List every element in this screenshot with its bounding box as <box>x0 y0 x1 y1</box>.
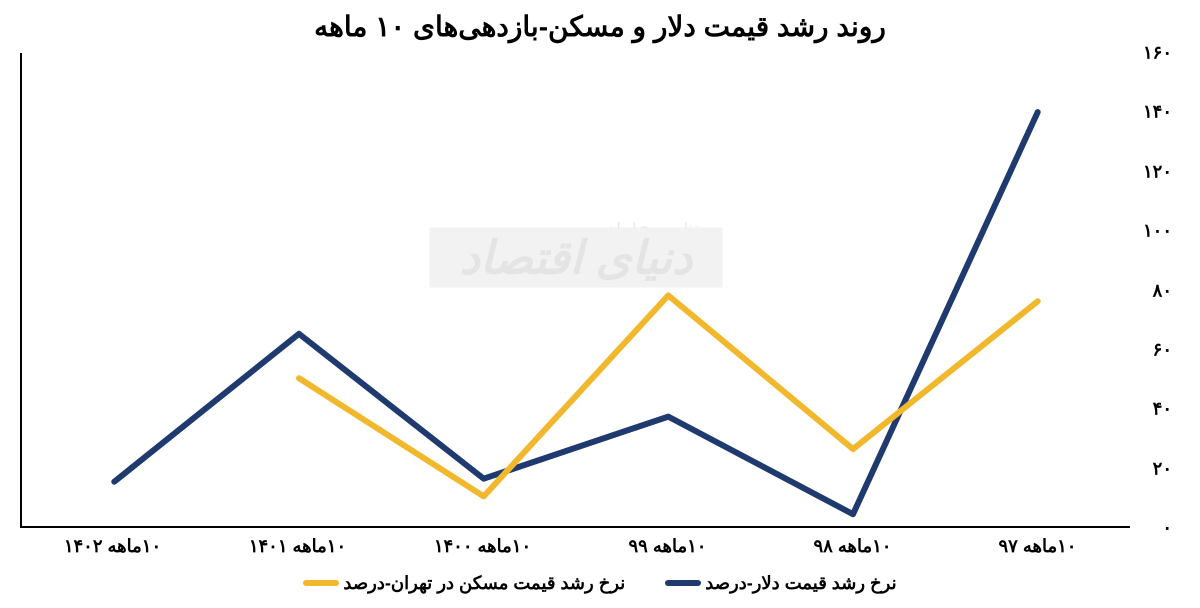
legend-label: نرخ رشد قیمت مسکن در تهران-درصد <box>343 573 625 594</box>
x-tick: ۱۰ماهه ۱۴۰۱ <box>205 528 390 568</box>
y-tick: ۱۰۰ <box>1143 221 1172 242</box>
x-tick: ۱۰ماهه ۹۹ <box>575 528 760 568</box>
x-tick: ۱۰ماهه ۱۴۰۲ <box>20 528 205 568</box>
y-tick: ۰ <box>1162 518 1172 539</box>
x-axis: ۱۰ماهه ۹۷۱۰ماهه ۹۸۱۰ماهه ۹۹۱۰ماهه ۱۴۰۰۱۰… <box>20 528 1130 568</box>
chart-title: روند رشد قیمت دلار و مسکن-بازدهی‌های ۱۰ … <box>20 10 1180 43</box>
series-line-dollar <box>114 112 1037 514</box>
legend-swatch <box>303 580 339 586</box>
y-tick: ۱۴۰ <box>1143 102 1172 123</box>
plot-area: روزنامه صبح ایران دنیای اقتصاد <box>20 53 1130 528</box>
chart-container: روند رشد قیمت دلار و مسکن-بازدهی‌های ۱۰ … <box>0 0 1200 608</box>
legend-item-housing: نرخ رشد قیمت مسکن در تهران-درصد <box>303 573 625 594</box>
x-tick: ۱۰ماهه ۹۸ <box>760 528 945 568</box>
x-tick: ۱۰ماهه ۱۴۰۰ <box>390 528 575 568</box>
legend-label: نرخ رشد قیمت دلار-درصد <box>705 573 896 594</box>
y-tick: ۴۰ <box>1153 399 1172 420</box>
legend: نرخ رشد قیمت دلار-درصد نرخ رشد قیمت مسکن … <box>20 568 1180 598</box>
series-line-housing <box>299 295 1038 496</box>
y-tick: ۱۶۰ <box>1143 43 1172 64</box>
y-tick: ۱۲۰ <box>1143 161 1172 182</box>
x-tick: ۱۰ماهه ۹۷ <box>945 528 1130 568</box>
y-tick: ۶۰ <box>1153 339 1172 360</box>
y-tick: ۸۰ <box>1153 280 1172 301</box>
plot-wrap: ۰۲۰۴۰۶۰۸۰۱۰۰۱۲۰۱۴۰۱۶۰ روزنامه صبح ایران … <box>20 53 1180 528</box>
plot-svg <box>22 53 1130 526</box>
y-tick: ۲۰ <box>1153 458 1172 479</box>
y-axis: ۰۲۰۴۰۶۰۸۰۱۰۰۱۲۰۱۴۰۱۶۰ <box>1130 53 1180 528</box>
legend-swatch <box>665 580 701 586</box>
legend-item-dollar: نرخ رشد قیمت دلار-درصد <box>665 573 896 594</box>
